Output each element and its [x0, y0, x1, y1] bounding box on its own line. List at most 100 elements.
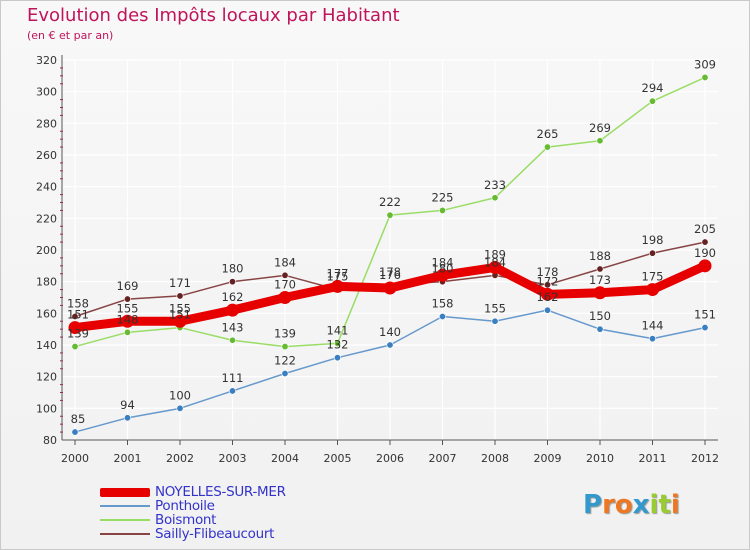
logo-letter: r [602, 490, 615, 520]
data-label: 269 [589, 121, 611, 135]
data-label: 184 [274, 255, 296, 269]
data-point [648, 97, 656, 105]
data-point [71, 312, 79, 320]
x-tick-label: 2009 [534, 452, 562, 465]
data-point [543, 143, 551, 151]
proxiti-logo: Proxiti [583, 490, 680, 520]
data-label: 155 [117, 301, 139, 315]
data-point [593, 286, 607, 300]
data-point [596, 265, 604, 273]
data-point [333, 339, 341, 347]
legend-label: Ponthoile [155, 498, 215, 514]
data-label: 141 [327, 323, 349, 337]
x-tick-label: 2005 [324, 452, 352, 465]
data-point [173, 314, 187, 328]
data-label: 148 [117, 312, 139, 326]
data-label: 158 [432, 297, 454, 311]
chart-subtitle: (en € et par an) [27, 29, 114, 42]
y-tick-label: 80 [43, 434, 57, 447]
data-label: 162 [222, 290, 244, 304]
data-point [226, 303, 239, 317]
data-point [596, 325, 604, 333]
data-label: 176 [379, 268, 401, 282]
data-label: 132 [327, 338, 349, 352]
legend-swatch [100, 505, 150, 507]
data-point [543, 306, 551, 314]
data-label: 169 [117, 279, 139, 293]
data-point [71, 343, 79, 351]
logo-letter: t [658, 490, 671, 520]
data-label: 233 [484, 178, 506, 192]
y-tick-label: 220 [36, 212, 57, 225]
data-label: 139 [274, 327, 296, 341]
x-tick-label: 2006 [376, 452, 404, 465]
legend-swatch [100, 519, 150, 521]
x-tick-label: 2004 [271, 452, 299, 465]
data-point [176, 292, 184, 300]
x-tick-label: 2001 [114, 452, 142, 465]
y-tick-label: 320 [36, 54, 57, 67]
legend-swatch [100, 533, 150, 535]
data-label: 143 [222, 320, 244, 334]
data-label: 175 [327, 270, 349, 284]
axes: 80 100 120 140 160 180 200 220 240 260 280 300 320 20… [36, 54, 719, 465]
logo-letter: i [670, 490, 680, 520]
data-label: 151 [67, 308, 89, 322]
data-point [701, 324, 709, 332]
data-point [438, 206, 446, 214]
data-label: 122 [274, 354, 296, 368]
data-point [648, 335, 656, 343]
x-tick-label: 2012 [691, 452, 719, 465]
data-label: 171 [169, 276, 191, 290]
data-point [541, 287, 554, 301]
data-point [176, 404, 184, 412]
data-label: 158 [67, 297, 89, 311]
data-point [281, 271, 289, 279]
y-tick-label: 100 [36, 402, 57, 415]
data-label: 155 [484, 301, 506, 315]
data-point [596, 137, 604, 145]
logo-letter: P [583, 490, 603, 520]
legend-label: Boismont [155, 512, 217, 528]
data-label: 140 [379, 325, 401, 339]
data-label: 205 [694, 222, 716, 236]
data-point [124, 295, 132, 303]
logo-letter: x [632, 490, 650, 520]
data-label: 155 [169, 301, 191, 315]
data-point [124, 414, 132, 422]
data-label: 188 [589, 249, 611, 263]
data-label: 222 [379, 195, 401, 209]
x-tick-label: 2010 [586, 452, 614, 465]
logo-letter: i [649, 490, 659, 520]
legend-label: NOYELLES-SUR-MER [155, 484, 286, 500]
logo-letter: o [614, 490, 633, 520]
chart-title: Evolution des Impôts locaux par Habitant [27, 5, 400, 26]
data-label: 225 [432, 190, 454, 204]
x-tick-label: 2002 [166, 452, 194, 465]
data-label: 178 [537, 265, 559, 279]
data-label: 162 [537, 290, 559, 304]
data-point [121, 314, 134, 328]
x-tick-label: 2003 [219, 452, 247, 465]
data-label: 177 [327, 266, 349, 280]
data-label: 309 [694, 57, 716, 71]
data-label: 180 [432, 262, 454, 276]
data-point [383, 281, 397, 295]
data-label: 189 [484, 247, 506, 261]
data-point [333, 354, 341, 362]
y-tick-label: 260 [36, 149, 57, 162]
data-label: 151 [694, 308, 716, 322]
data-label: 85 [71, 412, 86, 426]
data-point [386, 341, 394, 349]
data-label: 265 [537, 127, 559, 141]
data-label: 175 [642, 270, 664, 284]
data-label: 150 [589, 309, 611, 323]
data-point [488, 260, 502, 274]
data-point [281, 343, 289, 351]
data-label: 144 [642, 319, 664, 333]
y-tick-label: 180 [36, 276, 57, 289]
legend-swatch [100, 487, 150, 497]
data-label: 94 [120, 398, 135, 412]
